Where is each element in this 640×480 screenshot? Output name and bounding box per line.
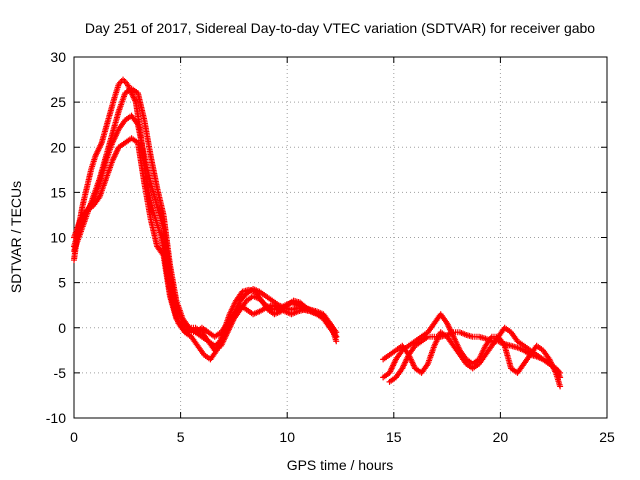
chart-title: Day 251 of 2017, Sidereal Day-to-day VTE…: [85, 20, 595, 36]
x-tick-label: 15: [386, 429, 402, 445]
x-axis-label: GPS time / hours: [287, 457, 394, 473]
x-tick-label: 20: [493, 429, 509, 445]
y-tick-label: -5: [54, 365, 67, 381]
series-track-6: [380, 324, 564, 381]
y-tick-label: 20: [50, 139, 66, 155]
data-point: [333, 333, 340, 340]
series-track-1: [71, 76, 340, 363]
x-tick-label: 5: [177, 429, 185, 445]
x-tick-label: 25: [599, 429, 615, 445]
y-tick-label: 25: [50, 94, 66, 110]
series-track-4: [71, 85, 340, 349]
y-tick-label: 0: [58, 320, 66, 336]
y-tick-label: 10: [50, 230, 66, 246]
data-point: [557, 383, 564, 390]
data-point: [557, 369, 564, 376]
y-axis-label: SDTVAR / TECUs: [8, 181, 24, 293]
x-tick-label: 10: [279, 429, 295, 445]
y-tick-label: -10: [46, 410, 66, 426]
x-axis-ticks: 0 5 10 15 20 25: [70, 57, 615, 445]
y-tick-label: 30: [50, 49, 66, 65]
y-tick-label: 15: [50, 184, 66, 200]
series-track-7: [386, 329, 564, 385]
y-tick-label: 5: [58, 275, 66, 291]
y-axis-ticks: -10 -5 0 5 10 15 20 25 30: [46, 49, 607, 426]
data-points: [71, 76, 564, 390]
x-tick-label: 0: [70, 429, 78, 445]
